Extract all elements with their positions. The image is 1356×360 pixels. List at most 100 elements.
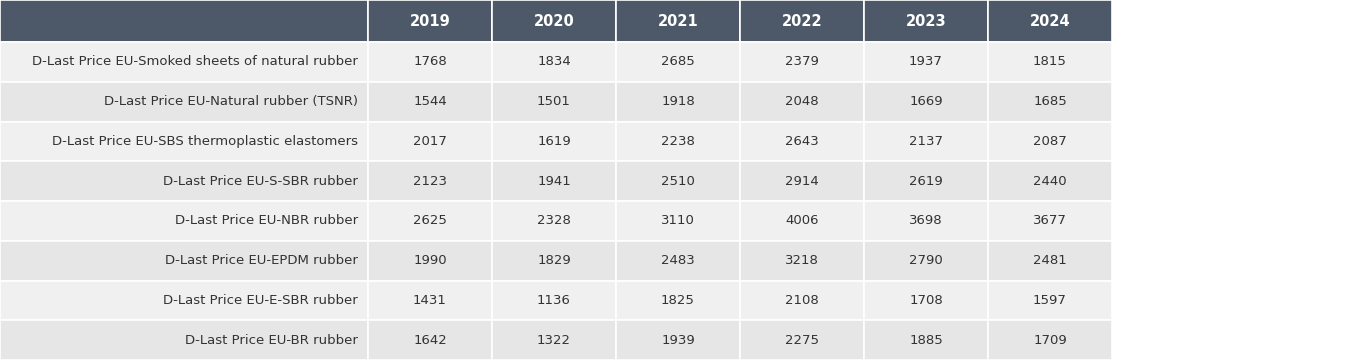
Text: 4006: 4006 bbox=[785, 214, 819, 228]
Text: 2020: 2020 bbox=[534, 13, 575, 28]
Text: D-Last Price EU-EPDM rubber: D-Last Price EU-EPDM rubber bbox=[165, 254, 358, 267]
Text: 1669: 1669 bbox=[909, 95, 942, 108]
Text: 2108: 2108 bbox=[785, 294, 819, 307]
Bar bbox=[864, 122, 989, 161]
Bar bbox=[616, 241, 740, 280]
Bar bbox=[367, 0, 492, 42]
Bar bbox=[864, 42, 989, 82]
Bar bbox=[0, 241, 367, 280]
Bar bbox=[0, 201, 367, 241]
Text: 2022: 2022 bbox=[781, 13, 822, 28]
Text: 1501: 1501 bbox=[537, 95, 571, 108]
Bar bbox=[0, 42, 367, 82]
Bar bbox=[740, 320, 864, 360]
Text: 3218: 3218 bbox=[785, 254, 819, 267]
Text: 2019: 2019 bbox=[410, 13, 450, 28]
Bar bbox=[864, 241, 989, 280]
Text: 2238: 2238 bbox=[662, 135, 694, 148]
Bar bbox=[989, 82, 1112, 122]
Text: D-Last Price EU-E-SBR rubber: D-Last Price EU-E-SBR rubber bbox=[163, 294, 358, 307]
Bar bbox=[367, 122, 492, 161]
Bar bbox=[740, 82, 864, 122]
Text: 1939: 1939 bbox=[662, 334, 694, 347]
Bar bbox=[740, 122, 864, 161]
Text: 1885: 1885 bbox=[909, 334, 942, 347]
Text: D-Last Price EU-SBS thermoplastic elastomers: D-Last Price EU-SBS thermoplastic elasto… bbox=[52, 135, 358, 148]
Bar bbox=[740, 280, 864, 320]
Bar bbox=[492, 82, 616, 122]
Text: 1642: 1642 bbox=[414, 334, 447, 347]
Text: 1937: 1937 bbox=[909, 55, 942, 68]
Text: 2017: 2017 bbox=[414, 135, 447, 148]
Bar bbox=[740, 201, 864, 241]
Bar bbox=[864, 82, 989, 122]
Bar bbox=[616, 201, 740, 241]
Text: 1431: 1431 bbox=[414, 294, 447, 307]
Text: D-Last Price EU-S-SBR rubber: D-Last Price EU-S-SBR rubber bbox=[163, 175, 358, 188]
Text: 1544: 1544 bbox=[414, 95, 447, 108]
Bar bbox=[367, 241, 492, 280]
Text: 1815: 1815 bbox=[1033, 55, 1067, 68]
Text: 1829: 1829 bbox=[537, 254, 571, 267]
Text: 3698: 3698 bbox=[909, 214, 942, 228]
Text: 2440: 2440 bbox=[1033, 175, 1067, 188]
Bar bbox=[864, 201, 989, 241]
Text: 2625: 2625 bbox=[414, 214, 447, 228]
Text: 3110: 3110 bbox=[662, 214, 694, 228]
Text: 2643: 2643 bbox=[785, 135, 819, 148]
Bar bbox=[616, 161, 740, 201]
Bar bbox=[989, 241, 1112, 280]
Bar bbox=[989, 201, 1112, 241]
Text: 2024: 2024 bbox=[1029, 13, 1070, 28]
Text: 2790: 2790 bbox=[909, 254, 942, 267]
Bar bbox=[0, 0, 367, 42]
Bar bbox=[492, 280, 616, 320]
Bar bbox=[740, 241, 864, 280]
Text: 2048: 2048 bbox=[785, 95, 819, 108]
Text: 1990: 1990 bbox=[414, 254, 447, 267]
Bar bbox=[492, 122, 616, 161]
Bar bbox=[0, 122, 367, 161]
Bar bbox=[864, 320, 989, 360]
Text: 1825: 1825 bbox=[662, 294, 694, 307]
Bar bbox=[989, 122, 1112, 161]
Bar bbox=[367, 201, 492, 241]
Bar bbox=[492, 201, 616, 241]
Text: 3677: 3677 bbox=[1033, 214, 1067, 228]
Text: D-Last Price EU-BR rubber: D-Last Price EU-BR rubber bbox=[186, 334, 358, 347]
Text: 2619: 2619 bbox=[909, 175, 942, 188]
Text: 1619: 1619 bbox=[537, 135, 571, 148]
Text: 1834: 1834 bbox=[537, 55, 571, 68]
Bar bbox=[0, 280, 367, 320]
Bar bbox=[492, 241, 616, 280]
Bar bbox=[492, 0, 616, 42]
Bar bbox=[989, 161, 1112, 201]
Bar bbox=[367, 280, 492, 320]
Bar bbox=[492, 320, 616, 360]
Text: 1918: 1918 bbox=[662, 95, 694, 108]
Bar bbox=[0, 320, 367, 360]
Text: 1685: 1685 bbox=[1033, 95, 1067, 108]
Text: 1708: 1708 bbox=[909, 294, 942, 307]
Bar bbox=[616, 42, 740, 82]
Bar bbox=[367, 320, 492, 360]
Bar bbox=[989, 280, 1112, 320]
Text: 2481: 2481 bbox=[1033, 254, 1067, 267]
Text: 1941: 1941 bbox=[537, 175, 571, 188]
Bar bbox=[492, 42, 616, 82]
Text: 2023: 2023 bbox=[906, 13, 946, 28]
Bar bbox=[367, 82, 492, 122]
Text: 2685: 2685 bbox=[662, 55, 694, 68]
Text: 1709: 1709 bbox=[1033, 334, 1067, 347]
Bar bbox=[616, 320, 740, 360]
Bar bbox=[740, 161, 864, 201]
Text: D-Last Price EU-Smoked sheets of natural rubber: D-Last Price EU-Smoked sheets of natural… bbox=[33, 55, 358, 68]
Text: 2137: 2137 bbox=[909, 135, 942, 148]
Bar bbox=[616, 280, 740, 320]
Text: 2483: 2483 bbox=[662, 254, 694, 267]
Bar bbox=[989, 42, 1112, 82]
Bar bbox=[0, 161, 367, 201]
Text: 2087: 2087 bbox=[1033, 135, 1067, 148]
Text: 1768: 1768 bbox=[414, 55, 447, 68]
Text: 1597: 1597 bbox=[1033, 294, 1067, 307]
